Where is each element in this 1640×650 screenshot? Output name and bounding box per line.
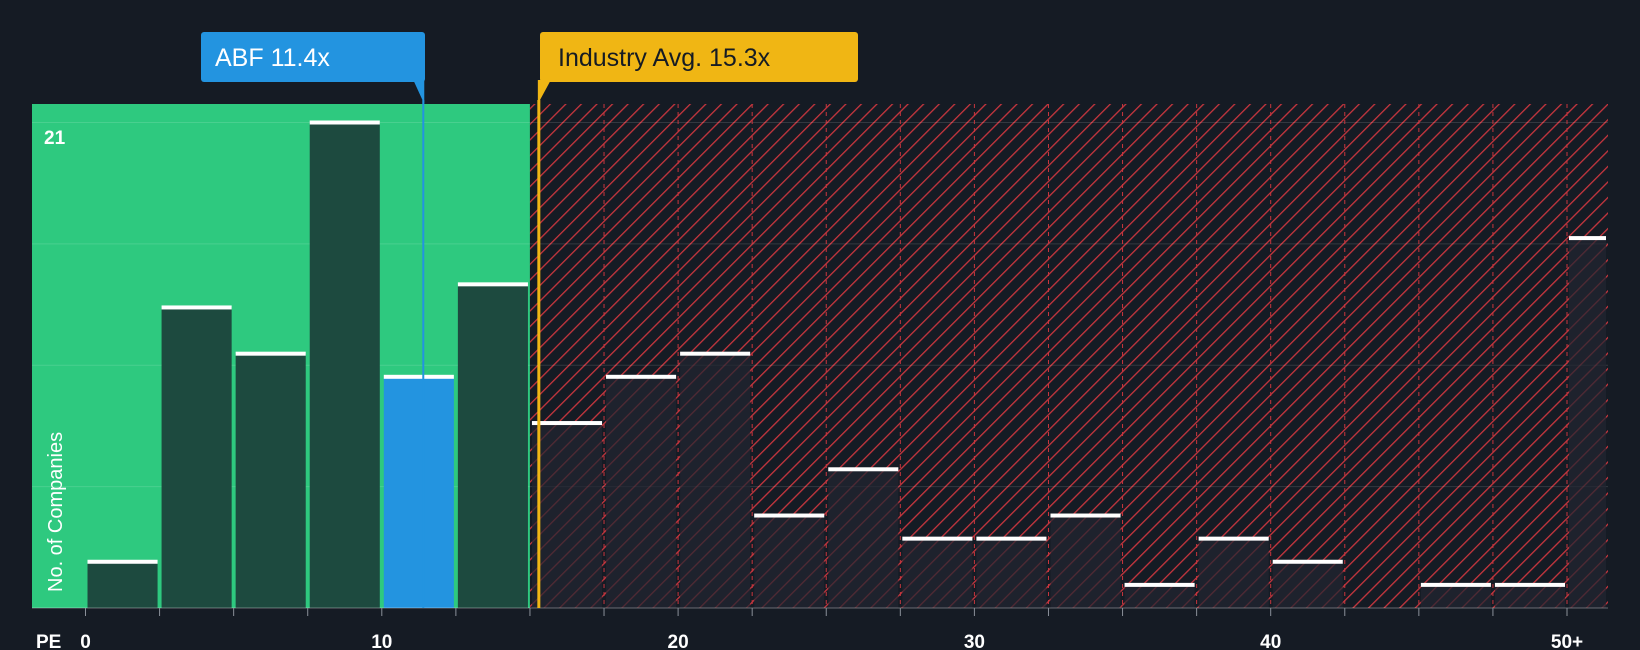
x-tick-label: 30 <box>964 632 985 650</box>
histogram-bar-cap <box>531 421 603 426</box>
histogram-bar-body <box>161 307 232 608</box>
company-callout-box <box>201 32 425 82</box>
histogram-bar-body <box>976 538 1047 608</box>
histogram-bar-body <box>902 538 973 608</box>
histogram-bar-cap <box>606 374 677 379</box>
histogram-bar <box>1494 582 1565 608</box>
histogram-bar-cap <box>1198 536 1269 541</box>
x-axis: 0 10 20 30 40 50+ <box>32 607 1608 650</box>
histogram-bar <box>1420 582 1491 608</box>
histogram-bar <box>828 467 899 608</box>
company-callout: ABF 11.4x <box>201 32 425 104</box>
histogram-bar <box>1050 513 1121 608</box>
histogram-bar <box>531 421 603 608</box>
histogram-bar-cap <box>754 513 825 518</box>
histogram-bar-body <box>1124 584 1195 608</box>
histogram-bar <box>235 351 306 608</box>
histogram-bar <box>1569 236 1606 608</box>
histogram-bar <box>1272 559 1343 608</box>
histogram-bar-body <box>828 469 899 608</box>
industry-callout-box <box>540 32 858 82</box>
x-tick-label: 20 <box>668 632 689 650</box>
histogram-bar-body <box>457 284 528 608</box>
histogram-bar-cap <box>1272 559 1343 564</box>
histogram-bar-cap <box>87 559 158 564</box>
histogram-bar-cap <box>1124 582 1195 587</box>
histogram-bar-cap <box>457 282 528 287</box>
histogram-bar-cap <box>976 536 1047 541</box>
company-callout-pointer <box>413 80 425 104</box>
industry-callout-label: Industry Avg. 15.3x <box>558 44 771 72</box>
histogram-bar-body <box>531 423 603 608</box>
industry-callout: Industry Avg. 15.3x <box>537 32 858 104</box>
x-tick-label: 40 <box>1260 632 1281 650</box>
histogram-bar-body <box>235 353 306 608</box>
histogram-bar-body <box>309 122 380 608</box>
markers <box>422 100 541 608</box>
histogram-bar-body <box>680 353 751 608</box>
y-axis-title: No. of Companies <box>45 432 67 592</box>
histogram-bar-body <box>383 376 454 608</box>
histogram-bar <box>902 536 973 608</box>
histogram-bar-cap <box>1569 236 1606 241</box>
histogram-bar-body <box>606 376 677 608</box>
histogram-bar-body <box>1420 584 1491 608</box>
histogram-bar-body <box>1050 515 1121 608</box>
histogram-bar <box>1124 582 1195 608</box>
histogram-bar-body <box>754 515 825 608</box>
histogram-bar-cap <box>309 120 380 125</box>
histogram-bar-cap <box>383 374 454 379</box>
histogram-bar-cap <box>902 536 973 541</box>
histogram-bar-cap <box>680 351 751 356</box>
gridlines <box>32 104 1608 608</box>
x-axis-title: PE <box>36 632 61 650</box>
y-axis-max-label: 21 <box>44 128 66 149</box>
histogram-bar-body <box>1272 561 1343 608</box>
histogram-bars <box>87 120 1606 608</box>
x-tick-label: 50+ <box>1551 632 1583 650</box>
histogram-bar <box>606 374 677 608</box>
histogram-bar-body <box>87 561 158 608</box>
histogram-bar <box>680 351 751 608</box>
histogram-bar <box>1198 536 1269 608</box>
company-callout-label: ABF 11.4x <box>215 44 330 72</box>
histogram-bar <box>383 374 454 608</box>
histogram-bar-body <box>1198 538 1269 608</box>
histogram-bar <box>309 120 380 608</box>
histogram-bar-cap <box>1050 513 1121 518</box>
histogram-bar <box>457 282 528 608</box>
histogram-bar-cap <box>828 467 899 472</box>
histogram-bar-cap <box>1420 582 1491 587</box>
x-tick-label: 10 <box>371 632 392 650</box>
histogram-bar <box>976 536 1047 608</box>
histogram-bar-body <box>1494 584 1565 608</box>
industry-callout-pointer <box>537 80 551 104</box>
histogram-bar <box>161 305 232 608</box>
histogram-bar <box>754 513 825 608</box>
x-tick-label: 0 <box>80 632 91 650</box>
histogram-bar-cap <box>1494 582 1565 587</box>
histogram-bar-cap <box>161 305 232 310</box>
histogram-bar-cap <box>235 351 306 356</box>
histogram-bar <box>87 559 158 608</box>
histogram-bar-body <box>1569 238 1606 608</box>
